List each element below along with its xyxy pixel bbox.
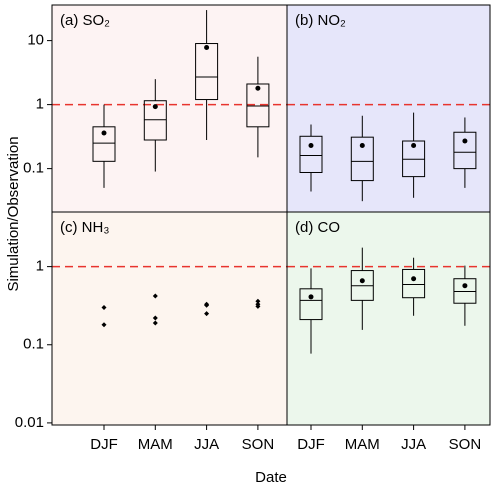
x-tick-label: DJF: [297, 436, 325, 453]
box: [453, 131, 477, 170]
y-tick-label: 0.01: [15, 414, 44, 431]
panel-background: [52, 212, 287, 425]
x-tick-label: SON: [242, 436, 275, 453]
box: [143, 100, 167, 141]
panel-frame: [286, 211, 491, 426]
x-tick-label: JJA: [401, 436, 426, 453]
box: [453, 278, 477, 304]
x-tick-label: MAM: [138, 436, 173, 453]
mean-dot: [462, 283, 468, 289]
y-tick-label: 1: [36, 96, 44, 113]
box: [246, 83, 270, 128]
mean-dot: [204, 45, 210, 51]
x-tick-label: MAM: [345, 436, 380, 453]
point: [255, 298, 261, 304]
box: [299, 135, 323, 173]
mean-dot: [462, 138, 468, 144]
mean-dot: [359, 142, 365, 148]
x-tick-label: DJF: [90, 436, 118, 453]
box: [402, 268, 426, 299]
panel-title: (d) CO: [295, 219, 340, 236]
point: [204, 311, 210, 317]
point: [152, 293, 158, 299]
y-tick-label: 10: [27, 32, 44, 49]
y-tick-label: 0.1: [23, 160, 44, 177]
mean-dot: [152, 104, 158, 110]
panel-background: [287, 5, 490, 212]
panel-title: (c) NH₃: [60, 219, 109, 236]
point: [204, 302, 210, 308]
mean-dot: [101, 130, 107, 136]
x-axis-label: Date: [255, 469, 287, 486]
mean-dot: [411, 142, 417, 148]
point: [255, 303, 261, 309]
point: [152, 315, 158, 321]
point: [101, 304, 107, 310]
y-tick-label: 0.1: [23, 336, 44, 353]
mean-dot: [255, 85, 261, 91]
mean-dot: [411, 276, 417, 282]
panel-title: (a) SO₂: [60, 12, 110, 29]
mean-dot: [308, 294, 314, 300]
y-axis-label: Simulation/Observation: [5, 136, 22, 291]
mean-dot: [308, 142, 314, 148]
y-tick-label: 1: [36, 258, 44, 275]
box: [92, 126, 116, 162]
point: [101, 322, 107, 328]
mean-dot: [359, 278, 365, 284]
x-tick-label: SON: [449, 436, 482, 453]
point: [152, 320, 158, 326]
panel-background: [52, 5, 287, 212]
panel-background: [287, 212, 490, 425]
box: [195, 43, 219, 101]
box: [350, 136, 374, 182]
x-tick-label: JJA: [194, 436, 219, 453]
panel-title: (b) NO₂: [295, 12, 346, 29]
box: [299, 288, 323, 321]
